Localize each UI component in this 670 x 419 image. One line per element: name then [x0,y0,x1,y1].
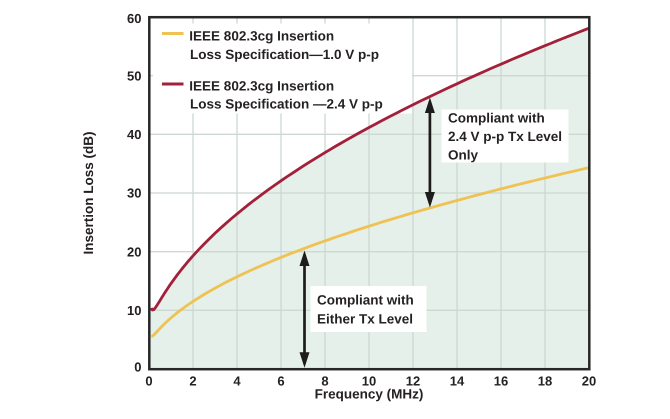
svg-text:20: 20 [127,244,141,259]
svg-text:IEEE 802.3cg Insertion: IEEE 802.3cg Insertion [189,78,334,93]
svg-text:Frequency (MHz): Frequency (MHz) [315,387,424,402]
svg-text:18: 18 [538,374,552,389]
svg-text:0: 0 [134,360,141,375]
svg-text:50: 50 [127,68,141,83]
svg-text:8: 8 [321,374,328,389]
svg-text:60: 60 [127,11,141,26]
svg-text:12: 12 [406,374,420,389]
svg-text:Only: Only [448,147,478,162]
svg-text:Compliant with: Compliant with [448,110,545,125]
svg-text:0: 0 [145,374,152,389]
svg-text:16: 16 [494,374,508,389]
svg-text:Insertion Loss (dB): Insertion Loss (dB) [81,131,96,254]
svg-text:40: 40 [127,127,141,142]
svg-text:6: 6 [277,374,284,389]
svg-text:10: 10 [127,303,141,318]
svg-text:20: 20 [582,374,596,389]
svg-text:Loss Specification —2.4 V p-p: Loss Specification —2.4 V p-p [190,97,383,112]
svg-text:10: 10 [362,374,376,389]
svg-text:14: 14 [450,374,465,389]
svg-text:IEEE 802.3cg Insertion: IEEE 802.3cg Insertion [189,29,334,44]
svg-text:4: 4 [233,374,241,389]
svg-text:2.4 V p-p Tx Level: 2.4 V p-p Tx Level [448,129,562,144]
svg-text:Either Tx Level: Either Tx Level [317,312,413,327]
svg-text:30: 30 [127,186,141,201]
svg-text:Loss Specification—1.0 V p-p: Loss Specification—1.0 V p-p [190,47,379,62]
svg-text:Compliant with: Compliant with [317,293,414,308]
svg-text:2: 2 [189,374,196,389]
